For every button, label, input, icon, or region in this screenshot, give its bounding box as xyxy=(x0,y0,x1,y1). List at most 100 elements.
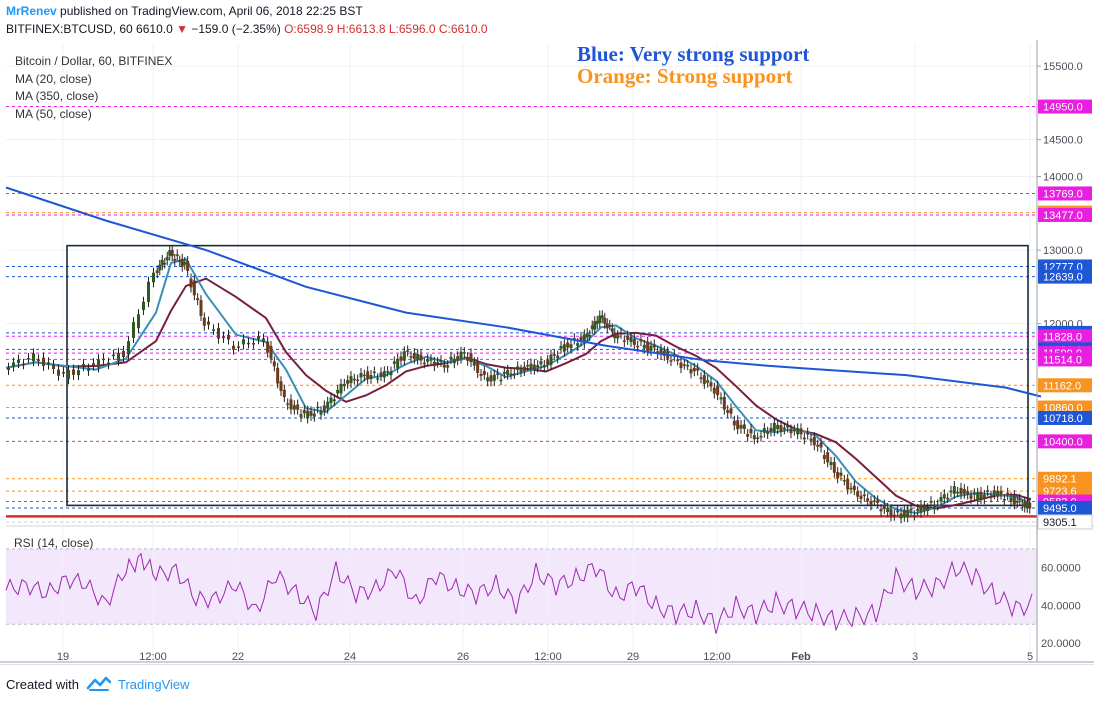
candle-body xyxy=(939,497,943,502)
level-price-tag xyxy=(1038,434,1092,449)
candle-body xyxy=(556,355,560,359)
candle-body xyxy=(32,353,35,362)
created-with-text: Created with xyxy=(6,677,79,692)
candle-body xyxy=(585,333,589,338)
candle-body xyxy=(362,374,366,377)
candle-body xyxy=(729,408,733,414)
candle-body xyxy=(366,371,370,379)
candle-body xyxy=(629,337,633,343)
candle-body xyxy=(336,389,340,394)
level-price-tag xyxy=(1037,514,1093,530)
candle-body xyxy=(792,429,796,432)
candle-body xyxy=(189,278,193,288)
tradingview-link[interactable]: TradingView xyxy=(118,677,190,692)
candle-body xyxy=(359,372,363,378)
candle-body xyxy=(652,344,656,348)
candle-body xyxy=(909,508,913,511)
candle-body xyxy=(412,353,416,359)
candle-body xyxy=(42,357,45,366)
candle-body xyxy=(762,428,766,433)
candle-body xyxy=(77,370,80,376)
candle-body xyxy=(608,324,612,327)
time-tick-label: 19 xyxy=(57,651,69,663)
candle-body xyxy=(509,373,513,376)
candle-body xyxy=(482,371,486,375)
candle-body xyxy=(247,342,250,345)
candle-body xyxy=(339,383,343,394)
candle-body xyxy=(479,373,483,377)
candle-body xyxy=(392,361,396,364)
candle-body xyxy=(207,321,210,325)
candle-body xyxy=(137,314,140,329)
candle-body xyxy=(170,250,174,257)
candle-body xyxy=(749,428,753,434)
candle-body xyxy=(349,376,353,384)
candle-body xyxy=(746,434,750,437)
level-price-label: 9305.1 xyxy=(1043,517,1077,529)
candle-body xyxy=(62,372,65,374)
candle-body xyxy=(439,360,443,362)
chart-header: MrRenev published on TradingView.com, Ap… xyxy=(0,0,1094,40)
candle-body xyxy=(702,375,706,384)
candle-body xyxy=(819,442,823,448)
rsi-tick-label: 40.0000 xyxy=(1041,600,1081,612)
level-price-label: 11162.0 xyxy=(1043,380,1081,392)
candle-body xyxy=(227,334,230,340)
candle-body xyxy=(452,358,456,364)
candle-body xyxy=(286,403,290,405)
candle-body xyxy=(519,369,523,373)
candle-body xyxy=(242,339,245,345)
candle-body xyxy=(279,381,283,391)
candle-body xyxy=(719,397,723,400)
candle-body xyxy=(516,366,520,371)
candle-body xyxy=(489,375,493,382)
candle-body xyxy=(512,373,516,376)
candle-body xyxy=(972,493,976,495)
candle-body xyxy=(712,387,716,394)
candle-body xyxy=(603,317,607,324)
candle-body xyxy=(626,335,630,340)
price-tick-label: 14000.0 xyxy=(1043,171,1083,183)
candle-body xyxy=(756,437,760,440)
candle-body xyxy=(102,358,105,361)
candle-body xyxy=(27,358,30,360)
candle-body xyxy=(342,383,346,387)
candle-body xyxy=(506,369,510,375)
candle-body xyxy=(1028,503,1032,509)
candle-body xyxy=(12,362,15,367)
candle-body xyxy=(117,352,120,361)
candle-body xyxy=(306,410,310,419)
candle-body xyxy=(742,424,746,429)
candle-body xyxy=(1018,498,1022,501)
candle-body xyxy=(456,356,460,361)
price-chart[interactable]: 15500.014500.014000.013000.012000.014950… xyxy=(0,40,1094,664)
chart-legend: Bitcoin / Dollar, 60, BITFINEX MA (20, c… xyxy=(15,53,172,123)
candle-body xyxy=(579,336,583,342)
level-price-label: 10718.0 xyxy=(1043,413,1083,425)
legend-ma20: MA (20, close) xyxy=(15,71,92,86)
candle-body xyxy=(889,509,893,517)
author-link[interactable]: MrRenev xyxy=(6,4,57,18)
candle-body xyxy=(676,359,680,362)
candle-body xyxy=(462,352,466,354)
candle-body xyxy=(47,362,50,365)
candle-body xyxy=(872,500,876,502)
time-tick-label: 26 xyxy=(457,651,469,663)
candle-body xyxy=(799,428,803,435)
candle-body xyxy=(632,338,636,345)
candle-body xyxy=(699,377,703,379)
candle-body xyxy=(689,369,693,374)
candle-body xyxy=(782,427,786,430)
candle-body xyxy=(906,509,910,518)
candle-body xyxy=(982,494,986,500)
candle-body xyxy=(969,495,973,499)
candle-body xyxy=(649,345,653,351)
time-tick-label: Feb xyxy=(791,651,811,663)
candle-body xyxy=(87,368,90,371)
candle-body xyxy=(296,404,300,410)
candle-body xyxy=(522,366,526,372)
candle-body xyxy=(619,332,623,334)
legend-ma350: MA (350, close) xyxy=(15,89,99,103)
candle-body xyxy=(269,346,273,359)
last-price: 6610.0 xyxy=(136,22,173,36)
